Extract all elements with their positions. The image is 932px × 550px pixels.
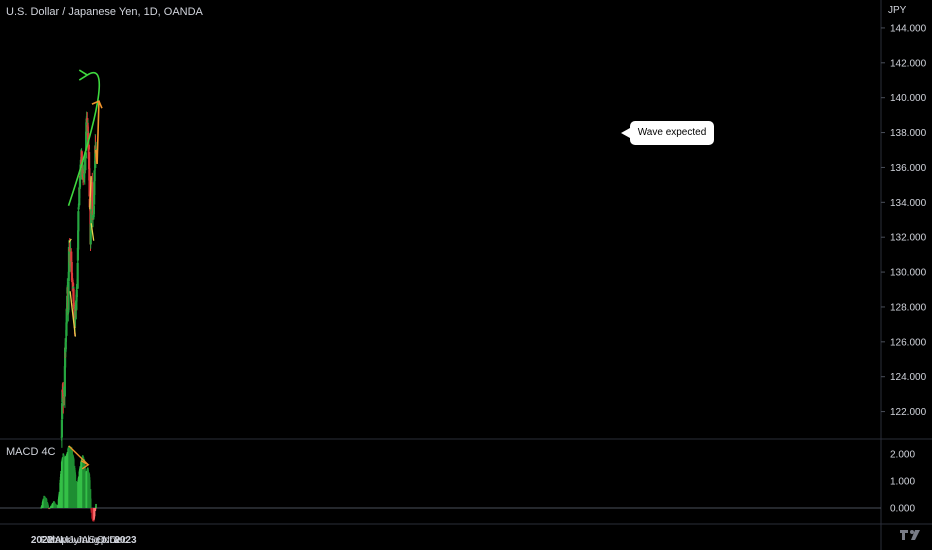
price-tick-label: 134.000 bbox=[890, 198, 927, 209]
candle-body bbox=[67, 281, 70, 310]
candle-body bbox=[93, 180, 96, 195]
macd-tick-label: 1.000 bbox=[890, 477, 915, 488]
candle-body bbox=[88, 152, 91, 169]
macd-divergence-line bbox=[68, 445, 89, 466]
price-tick-label: 128.000 bbox=[890, 302, 927, 313]
candle-body bbox=[70, 272, 74, 281]
price-tick-label: 122.000 bbox=[890, 407, 927, 418]
price-tick-label: 142.000 bbox=[890, 58, 927, 69]
time-tick-label: Mar bbox=[47, 535, 65, 546]
candle-body bbox=[77, 230, 80, 250]
candle-body bbox=[90, 213, 93, 229]
candle-body bbox=[71, 280, 74, 283]
candle-body bbox=[77, 207, 80, 210]
candle-body bbox=[65, 322, 68, 336]
time-tick-label: May bbox=[60, 535, 79, 546]
candle-body bbox=[77, 211, 80, 232]
candle-body bbox=[63, 366, 66, 397]
time-tick-label: 2022 bbox=[31, 535, 54, 546]
candle-body bbox=[75, 289, 78, 298]
macd-bar bbox=[40, 508, 42, 509]
time-tick-label: Jun bbox=[68, 535, 84, 546]
orange-arrowhead bbox=[91, 100, 103, 109]
yellow-trendline bbox=[89, 176, 92, 210]
price-tick-label: 126.000 bbox=[890, 337, 927, 348]
price-tick-label: 138.000 bbox=[890, 128, 927, 139]
orange-wave-arrow bbox=[94, 101, 100, 165]
price-tick-label: 140.000 bbox=[890, 93, 927, 104]
candle-body bbox=[70, 261, 73, 274]
time-tick-label: Jul bbox=[77, 535, 90, 546]
macd-bar bbox=[49, 508, 51, 509]
macd-divergence-arrowhead bbox=[80, 460, 90, 470]
yellow-trendline bbox=[68, 238, 72, 243]
macd-bar bbox=[90, 498, 92, 508]
candle-body bbox=[61, 403, 64, 420]
candle-body bbox=[90, 199, 93, 215]
time-tick-label: Feb bbox=[40, 535, 58, 546]
price-tick-label: 124.000 bbox=[890, 372, 927, 383]
candle-body bbox=[91, 182, 94, 201]
macd-title: MACD 4C bbox=[6, 446, 56, 458]
time-tick-label: Dec bbox=[109, 535, 127, 546]
candle-body bbox=[93, 170, 96, 181]
wave-expected-callout[interactable]: Wave expected bbox=[621, 121, 714, 145]
candle-body bbox=[78, 175, 82, 188]
macd-bar bbox=[93, 508, 96, 517]
time-tick-label: Nov bbox=[103, 535, 121, 546]
yellow-trendline bbox=[90, 223, 95, 241]
time-tick-label: Sep bbox=[89, 535, 107, 546]
price-tick-label: 132.000 bbox=[890, 233, 927, 244]
candle-body bbox=[85, 131, 88, 151]
time-tick-label: Apr bbox=[55, 535, 71, 546]
macd-bar bbox=[47, 505, 49, 508]
macd-bar bbox=[94, 508, 97, 512]
candle-body bbox=[64, 338, 67, 350]
candle-body bbox=[74, 308, 77, 317]
candle-body bbox=[84, 152, 88, 159]
candle-body bbox=[83, 158, 87, 162]
green-arrowhead bbox=[78, 69, 89, 81]
macd-bar bbox=[94, 508, 97, 510]
currency-label: JPY bbox=[888, 5, 907, 16]
macd-tick-label: 0.000 bbox=[890, 504, 915, 515]
time-tick-label: Oct bbox=[97, 535, 113, 546]
candle-body bbox=[72, 302, 75, 307]
candle-body bbox=[61, 389, 64, 392]
candle-body bbox=[70, 251, 73, 262]
candle-body bbox=[85, 122, 88, 132]
candle-body bbox=[76, 262, 79, 289]
time-tick-label: 2023 bbox=[114, 535, 137, 546]
macd-tick-label: 2.000 bbox=[890, 450, 915, 461]
candle-body bbox=[72, 288, 75, 302]
candle-body bbox=[89, 223, 92, 245]
price-tick-label: 130.000 bbox=[890, 268, 927, 279]
candle-body bbox=[88, 179, 91, 197]
candle-body bbox=[91, 199, 94, 210]
chart-title: U.S. Dollar / Japanese Yen, 1D, OANDA bbox=[6, 6, 203, 18]
candle-body bbox=[80, 151, 83, 165]
price-tick-label: 136.000 bbox=[890, 163, 927, 174]
price-tick-label: 144.000 bbox=[890, 23, 927, 34]
time-tick-label: Aug bbox=[82, 535, 100, 546]
candle-body bbox=[83, 160, 86, 174]
tradingview-logo-icon bbox=[900, 530, 920, 540]
yellow-trendline bbox=[69, 291, 77, 337]
green-arc-arrow bbox=[67, 71, 101, 207]
candle-body bbox=[72, 283, 75, 289]
macd-bar bbox=[95, 503, 97, 508]
